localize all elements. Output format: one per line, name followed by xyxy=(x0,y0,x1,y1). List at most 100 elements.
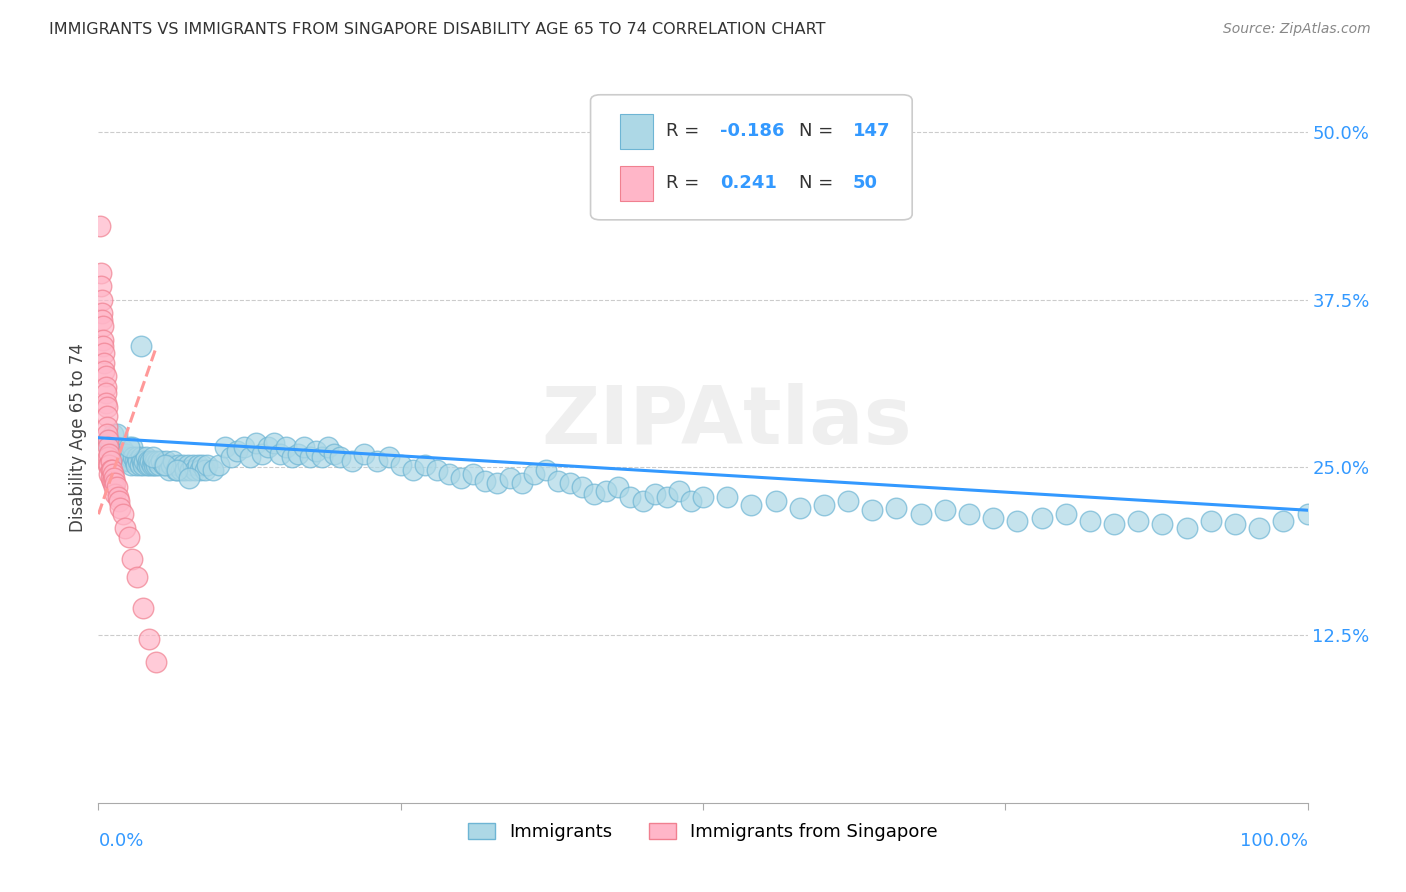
Point xyxy=(148,458,170,472)
Text: Source: ZipAtlas.com: Source: ZipAtlas.com xyxy=(1223,22,1371,37)
Point xyxy=(256,440,278,454)
Point xyxy=(100,453,122,467)
Text: 0.0%: 0.0% xyxy=(98,832,143,850)
Point xyxy=(91,319,114,334)
Point xyxy=(97,434,120,448)
Point xyxy=(97,440,120,454)
Point xyxy=(583,487,606,501)
Point xyxy=(108,500,131,515)
Point xyxy=(1199,514,1222,528)
Point xyxy=(94,369,117,384)
Point xyxy=(143,458,166,472)
Point xyxy=(1296,508,1319,522)
Point xyxy=(413,458,436,472)
Point xyxy=(111,508,134,522)
Point xyxy=(160,458,183,472)
Point xyxy=(263,436,285,450)
Point xyxy=(135,450,157,464)
Point xyxy=(194,463,217,477)
Point xyxy=(122,450,145,464)
Point xyxy=(142,453,165,467)
Point xyxy=(188,463,211,477)
Point xyxy=(316,440,339,454)
Point xyxy=(136,453,159,467)
Point xyxy=(131,453,153,467)
Point xyxy=(169,463,191,477)
Point xyxy=(402,463,425,477)
Point xyxy=(510,476,533,491)
Point xyxy=(94,380,117,394)
Point xyxy=(138,458,160,472)
Point xyxy=(165,463,187,477)
Point xyxy=(135,458,157,472)
Legend: Immigrants, Immigrants from Singapore: Immigrants, Immigrants from Singapore xyxy=(461,816,945,848)
Point xyxy=(96,420,118,434)
Point xyxy=(96,400,118,414)
Point xyxy=(474,474,496,488)
Point xyxy=(981,511,1004,525)
Point xyxy=(112,450,135,464)
Point xyxy=(93,346,115,360)
Point xyxy=(226,444,249,458)
Point xyxy=(97,458,120,472)
Point xyxy=(547,474,569,488)
Point xyxy=(208,458,231,472)
Point xyxy=(813,498,835,512)
Point xyxy=(311,450,333,464)
Point xyxy=(150,453,173,467)
Point xyxy=(177,458,200,472)
Point xyxy=(389,458,412,472)
Point xyxy=(100,463,122,477)
Point xyxy=(104,476,127,491)
Text: N =: N = xyxy=(799,174,838,193)
Point xyxy=(498,471,520,485)
Point xyxy=(486,476,509,491)
Point xyxy=(181,458,204,472)
Point xyxy=(90,266,112,280)
Point xyxy=(141,458,163,472)
Point xyxy=(250,447,273,461)
Text: N =: N = xyxy=(799,122,838,140)
Point xyxy=(118,450,141,464)
Point xyxy=(110,447,132,461)
Point xyxy=(1128,514,1150,528)
Point xyxy=(93,364,115,378)
Point xyxy=(100,436,122,450)
Point xyxy=(184,463,207,477)
Text: ZIPAtlas: ZIPAtlas xyxy=(541,384,912,461)
Point xyxy=(269,447,291,461)
Point xyxy=(239,450,262,464)
Point xyxy=(232,440,254,454)
Point xyxy=(108,453,131,467)
Point xyxy=(437,467,460,481)
Point xyxy=(655,490,678,504)
Point xyxy=(129,339,152,353)
Point xyxy=(172,458,194,472)
Point xyxy=(957,508,980,522)
Point xyxy=(104,450,127,464)
Point xyxy=(91,339,114,353)
Point xyxy=(104,487,127,501)
Point xyxy=(668,484,690,499)
Point xyxy=(679,493,702,508)
Point xyxy=(245,436,267,450)
Point xyxy=(118,440,141,454)
Point xyxy=(329,450,352,464)
Point xyxy=(114,521,136,535)
Point xyxy=(97,450,120,464)
Point xyxy=(146,453,169,467)
Point xyxy=(366,453,388,467)
Point xyxy=(128,458,150,472)
Point xyxy=(281,450,304,464)
Point xyxy=(740,498,762,512)
Point xyxy=(619,490,641,504)
Point xyxy=(837,493,859,508)
Point xyxy=(1102,516,1125,531)
Point xyxy=(292,440,315,454)
Point xyxy=(115,447,138,461)
Point xyxy=(105,480,128,494)
Point xyxy=(121,440,143,454)
Point xyxy=(644,487,666,501)
Point xyxy=(108,450,131,464)
Point xyxy=(94,396,117,410)
